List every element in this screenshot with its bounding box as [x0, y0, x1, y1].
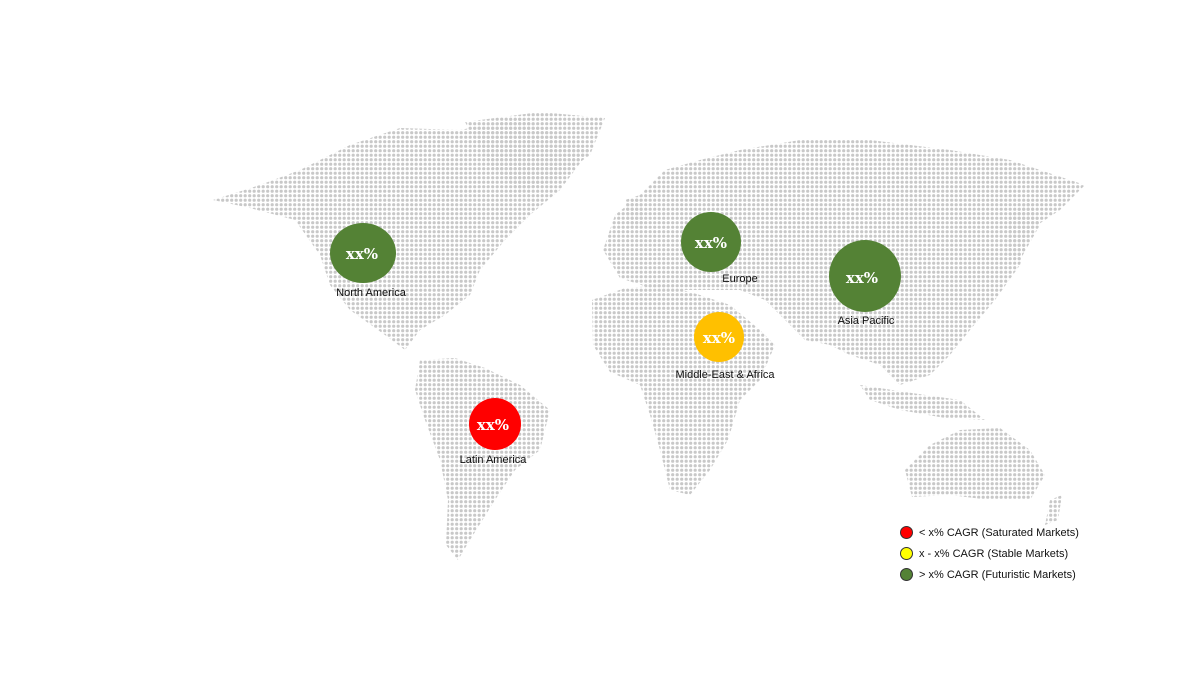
australia-landmass [905, 428, 1045, 500]
green-dot-icon [900, 568, 913, 581]
region-label: Middle-East & Africa [675, 369, 775, 381]
bubble-circle [829, 240, 901, 312]
africa-landmass [592, 285, 775, 495]
greenland-landmass [465, 112, 605, 192]
bubble-north-america: xx% North America [330, 223, 407, 299]
region-label: Europe [722, 273, 757, 285]
region-label: Latin America [460, 454, 528, 466]
north-america-landmass [213, 118, 590, 350]
bubble-circle [694, 312, 744, 362]
region-label: North America [336, 287, 407, 299]
yellow-dot-icon [900, 547, 913, 560]
bubble-circle [330, 223, 396, 283]
red-dot-icon [900, 526, 913, 539]
uk-landmass [625, 195, 645, 228]
legend-label: x - x% CAGR (Stable Markets) [919, 547, 1069, 560]
bubble-value: xx% [846, 269, 878, 287]
south-america-landmass [415, 358, 550, 560]
japan-landmass [1005, 200, 1040, 260]
bubble-asia-pacific: xx% Asia Pacific [829, 240, 901, 327]
legend-item-saturated: < x% CAGR (Saturated Markets) [900, 522, 1079, 543]
continents [213, 112, 1085, 560]
legend-label: > x% CAGR (Futuristic Markets) [919, 568, 1076, 581]
region-label: Asia Pacific [838, 315, 895, 327]
bubble-value: xx% [346, 245, 378, 263]
bubble-value: xx% [695, 234, 727, 252]
bubble-value: xx% [477, 416, 509, 434]
bubble-europe: xx% Europe [681, 212, 758, 285]
bubble-value: xx% [703, 329, 735, 347]
bubble-latin-america: xx% Latin America [460, 398, 528, 466]
new-zealand-landmass [1045, 495, 1062, 525]
legend: < x% CAGR (Saturated Markets) x - x% CAG… [900, 522, 1079, 585]
legend-label: < x% CAGR (Saturated Markets) [919, 526, 1079, 539]
legend-item-stable: x - x% CAGR (Stable Markets) [900, 543, 1079, 564]
bubble-circle [469, 398, 521, 450]
bubble-middle-east-africa: xx% Middle-East & Africa [675, 312, 775, 381]
indonesia-landmass [860, 385, 985, 420]
bubble-circle [681, 212, 741, 272]
legend-item-futuristic: > x% CAGR (Futuristic Markets) [900, 564, 1079, 585]
